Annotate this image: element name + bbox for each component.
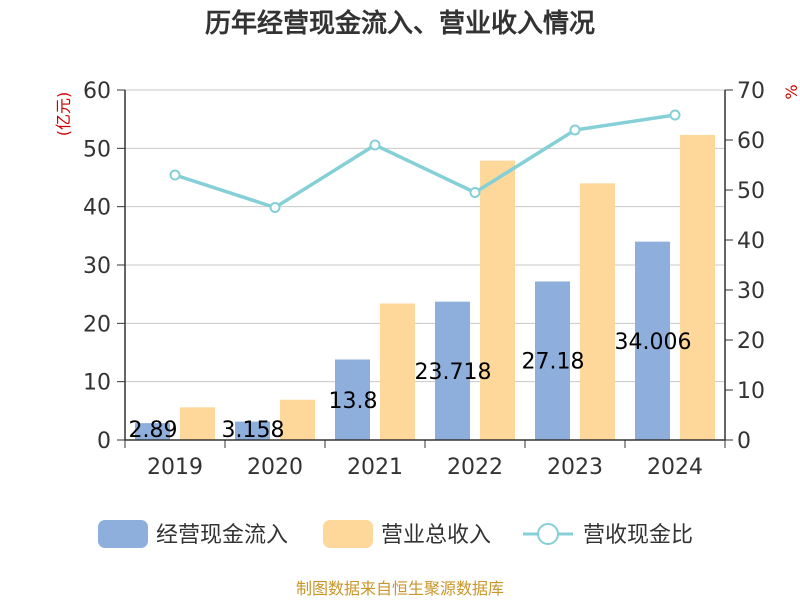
x-tick-label: 2021	[347, 455, 403, 480]
line-point	[569, 124, 581, 136]
bar-value-label: 27.18	[522, 350, 585, 375]
x-tick-label: 2020	[247, 455, 303, 480]
bar-cash-inflow	[235, 421, 270, 440]
axes: 0 10 20 30 40 50 60 0 10 20 30 40 50 60 70 2019 2020 2021…	[83, 79, 765, 480]
left-tick-label: 50	[83, 137, 111, 162]
line-point	[369, 139, 381, 151]
right-tick-label: 50	[737, 179, 765, 204]
bar-cash-inflow	[135, 423, 170, 440]
left-tick-label: 40	[83, 196, 111, 221]
source-note: 制图数据来自恒生聚源数据库	[296, 579, 504, 598]
bars	[135, 134, 715, 441]
right-tick-label: 40	[737, 229, 765, 254]
bar-cash-inflow	[435, 301, 470, 440]
line-path	[174, 113, 676, 210]
legend-label: 营收现金比	[583, 523, 693, 548]
left-tick-label: 10	[83, 371, 111, 396]
bar-cash-inflow	[635, 241, 670, 440]
chart-title: 历年经营现金流入、营业收入情况	[205, 8, 595, 39]
right-tick-label: 0	[737, 429, 751, 454]
right-tick-label: 20	[737, 329, 765, 354]
line-series	[169, 109, 681, 213]
bar-revenue	[480, 160, 515, 441]
bar-value-label: 2.89	[129, 418, 178, 443]
bar-cash-inflow	[335, 359, 370, 440]
right-tick-label: 60	[737, 129, 765, 154]
left-tick-label: 60	[83, 79, 111, 104]
bar-revenue	[180, 407, 215, 440]
left-tick-label: 30	[83, 254, 111, 279]
right-axis-label: %	[782, 84, 800, 99]
legend-label: 营业总收入	[381, 523, 491, 548]
right-tick-label: 10	[737, 379, 765, 404]
right-tick-label: 70	[737, 79, 765, 104]
bar-value-label: 34.006	[615, 330, 692, 355]
left-tick-label: 20	[83, 312, 111, 337]
left-axis-label: (亿元)	[54, 92, 73, 137]
bar-revenue	[580, 183, 615, 441]
bar-cash-inflow	[535, 281, 570, 440]
legend-marker-ratio	[537, 523, 559, 545]
legend-swatch-cash-inflow	[98, 520, 148, 548]
bar-labels: 2.89 3.158 13.8 23.718 27.18 34.006	[129, 330, 692, 443]
right-tick-label: 30	[737, 279, 765, 304]
line-point	[269, 202, 281, 213]
x-tick-label: 2022	[447, 455, 503, 480]
left-tick-label: 0	[97, 429, 111, 454]
bar-value-label: 3.158	[222, 418, 285, 443]
x-tick-label: 2019	[147, 455, 203, 480]
legend: 经营现金流入 营业总收入 营收现金比	[98, 520, 693, 548]
line-point	[469, 187, 481, 198]
bar-revenue	[280, 399, 315, 440]
legend-swatch-revenue	[323, 520, 373, 548]
line-point	[669, 109, 681, 121]
bar-value-label: 23.718	[415, 360, 492, 385]
bar-revenue	[680, 134, 715, 440]
bar-value-label: 13.8	[329, 389, 378, 414]
line-point	[169, 169, 181, 181]
legend-label: 经营现金流入	[156, 523, 288, 548]
bar-revenue	[380, 303, 415, 440]
x-tick-label: 2024	[647, 455, 703, 480]
grid	[125, 89, 725, 383]
x-tick-label: 2023	[547, 455, 603, 480]
